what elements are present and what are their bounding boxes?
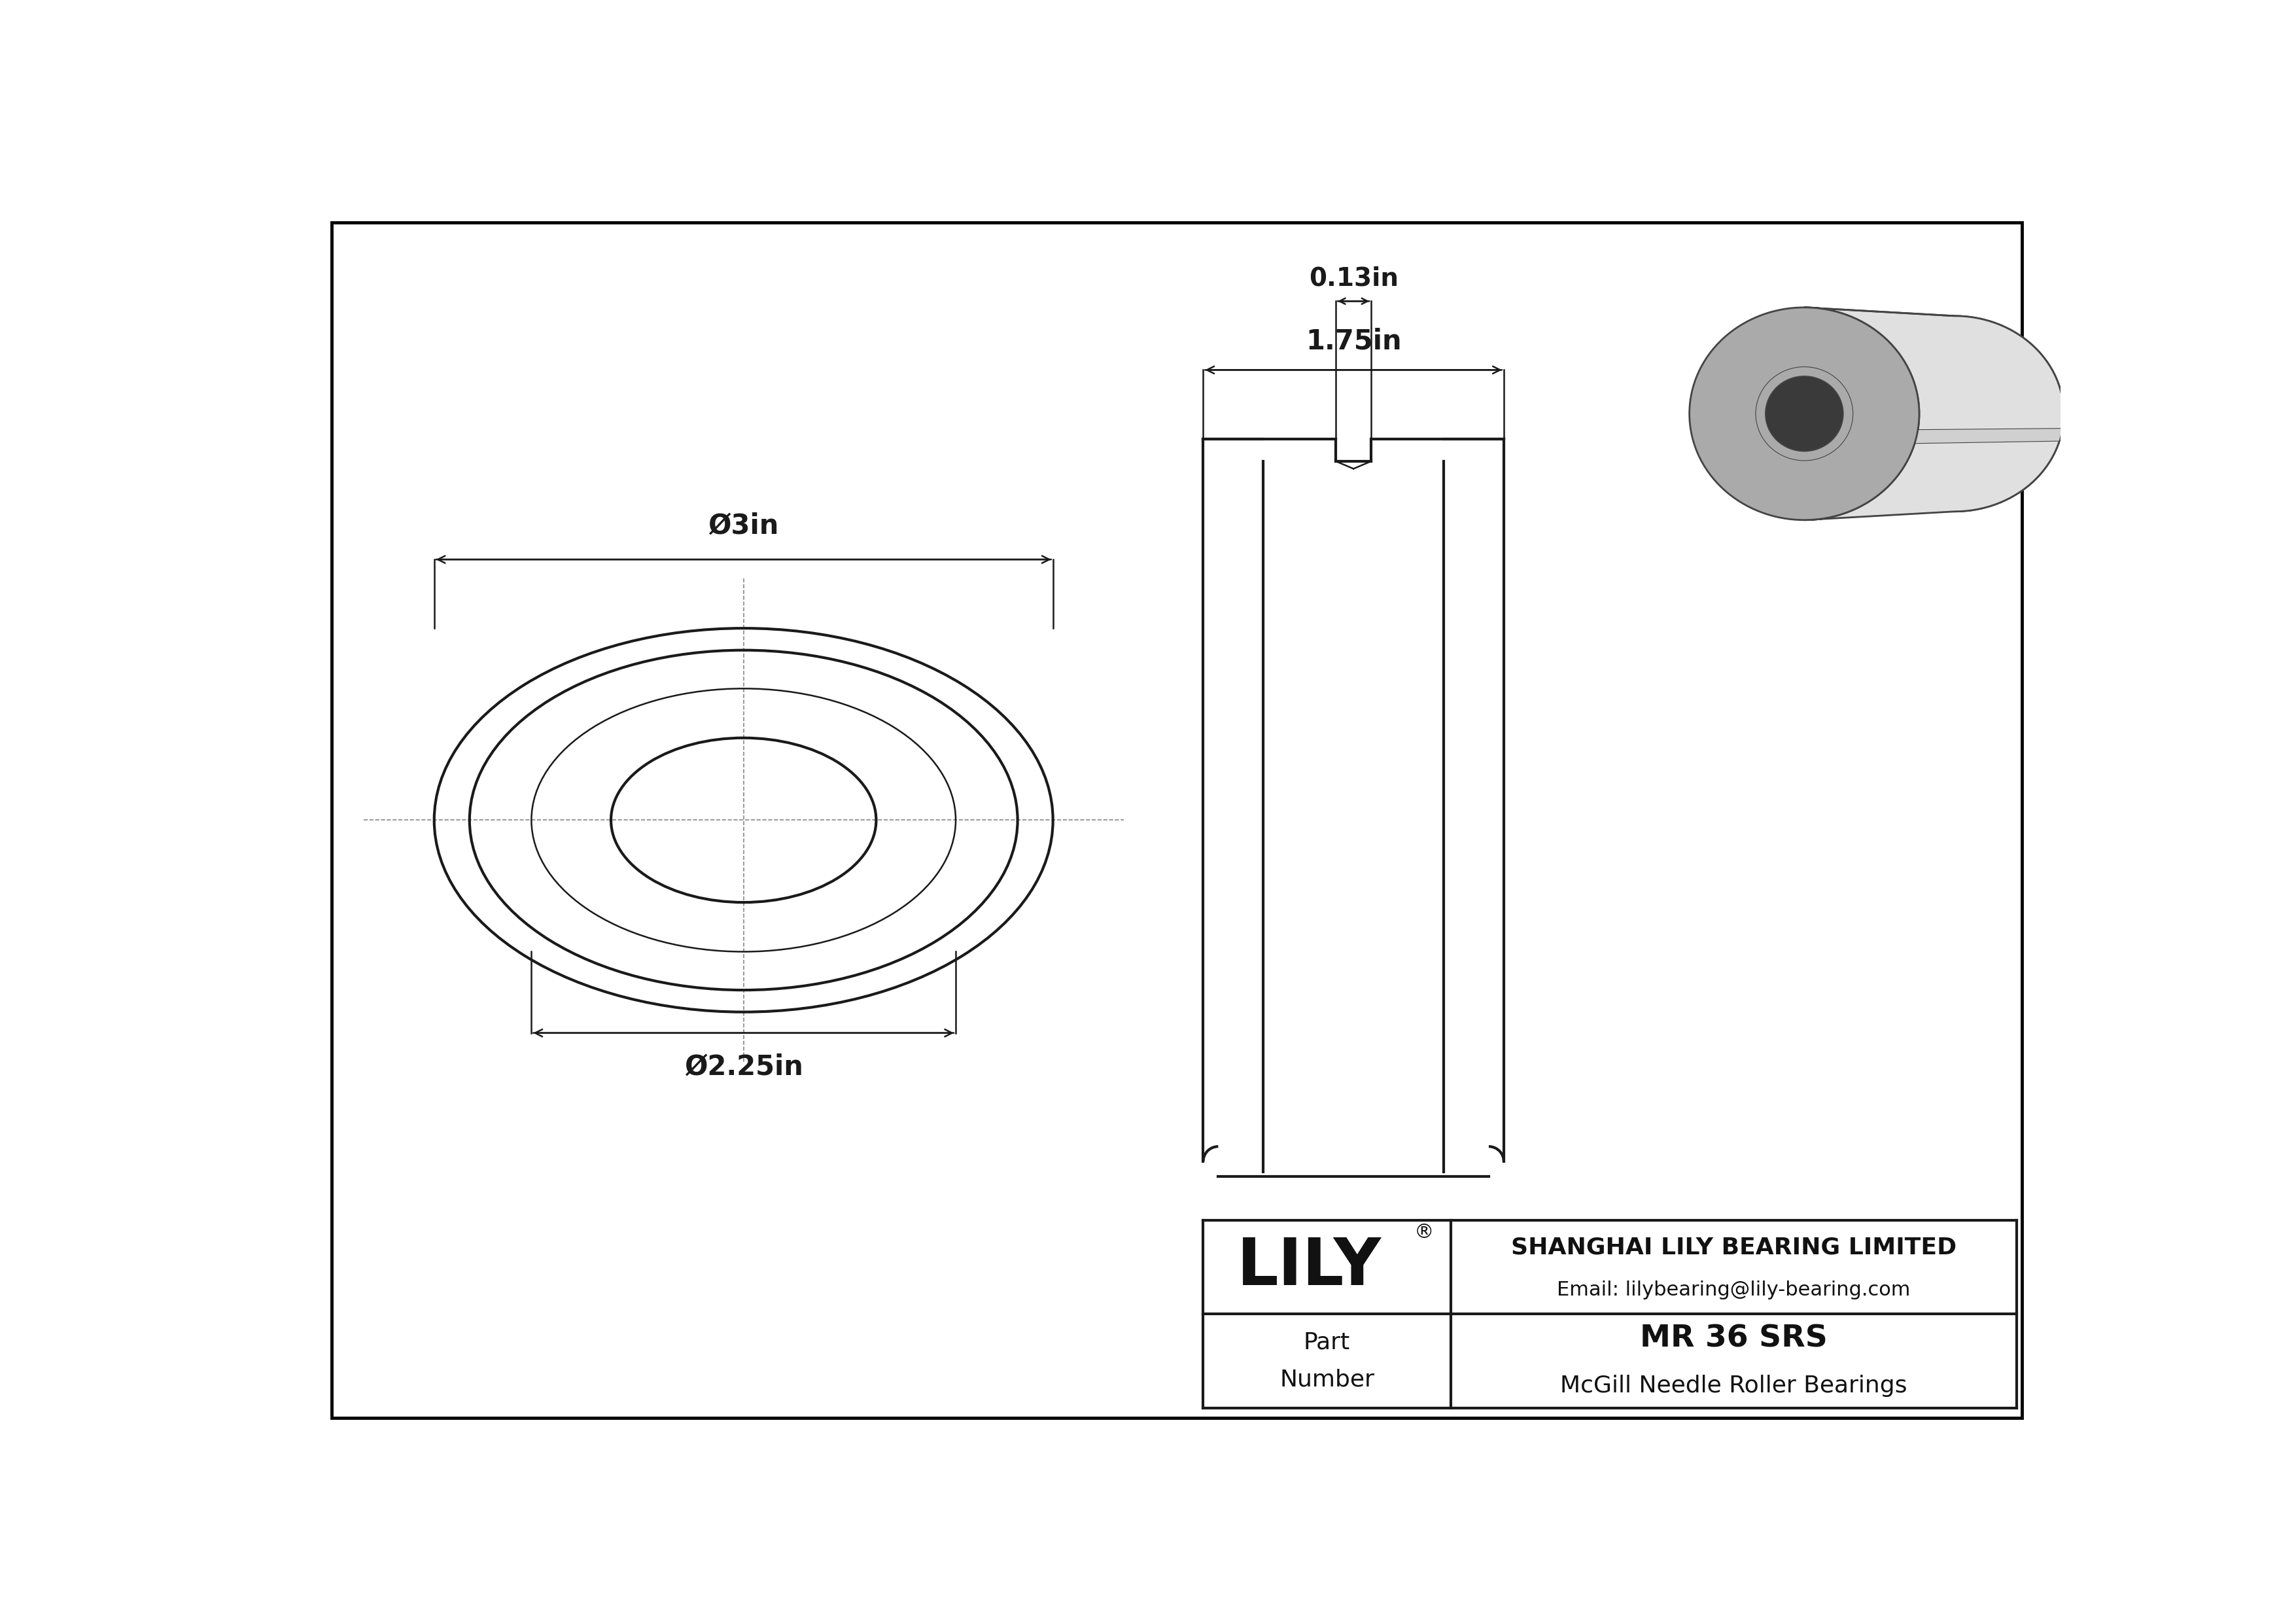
Text: McGill Needle Roller Bearings: McGill Needle Roller Bearings — [1559, 1376, 1908, 1397]
Text: Part: Part — [1304, 1332, 1350, 1353]
Polygon shape — [1805, 307, 2064, 520]
Polygon shape — [1805, 307, 1954, 317]
Text: Ø3in: Ø3in — [707, 512, 778, 539]
Text: ®: ® — [1414, 1223, 1435, 1242]
Text: 0.13in: 0.13in — [1309, 266, 1398, 291]
Polygon shape — [1915, 429, 2062, 443]
Ellipse shape — [1690, 307, 1919, 520]
Text: Number: Number — [1279, 1369, 1375, 1390]
Text: Ø2.25in: Ø2.25in — [684, 1052, 804, 1080]
Text: SHANGHAI LILY BEARING LIMITED: SHANGHAI LILY BEARING LIMITED — [1511, 1236, 1956, 1259]
Ellipse shape — [1766, 377, 1844, 451]
Text: LILY: LILY — [1238, 1236, 1382, 1299]
Text: Email: lilybearing@lily-bearing.com: Email: lilybearing@lily-bearing.com — [1557, 1280, 1910, 1299]
Text: 1.75in: 1.75in — [1306, 328, 1401, 356]
Ellipse shape — [1846, 317, 2064, 512]
Text: MR 36 SRS: MR 36 SRS — [1639, 1324, 1828, 1353]
